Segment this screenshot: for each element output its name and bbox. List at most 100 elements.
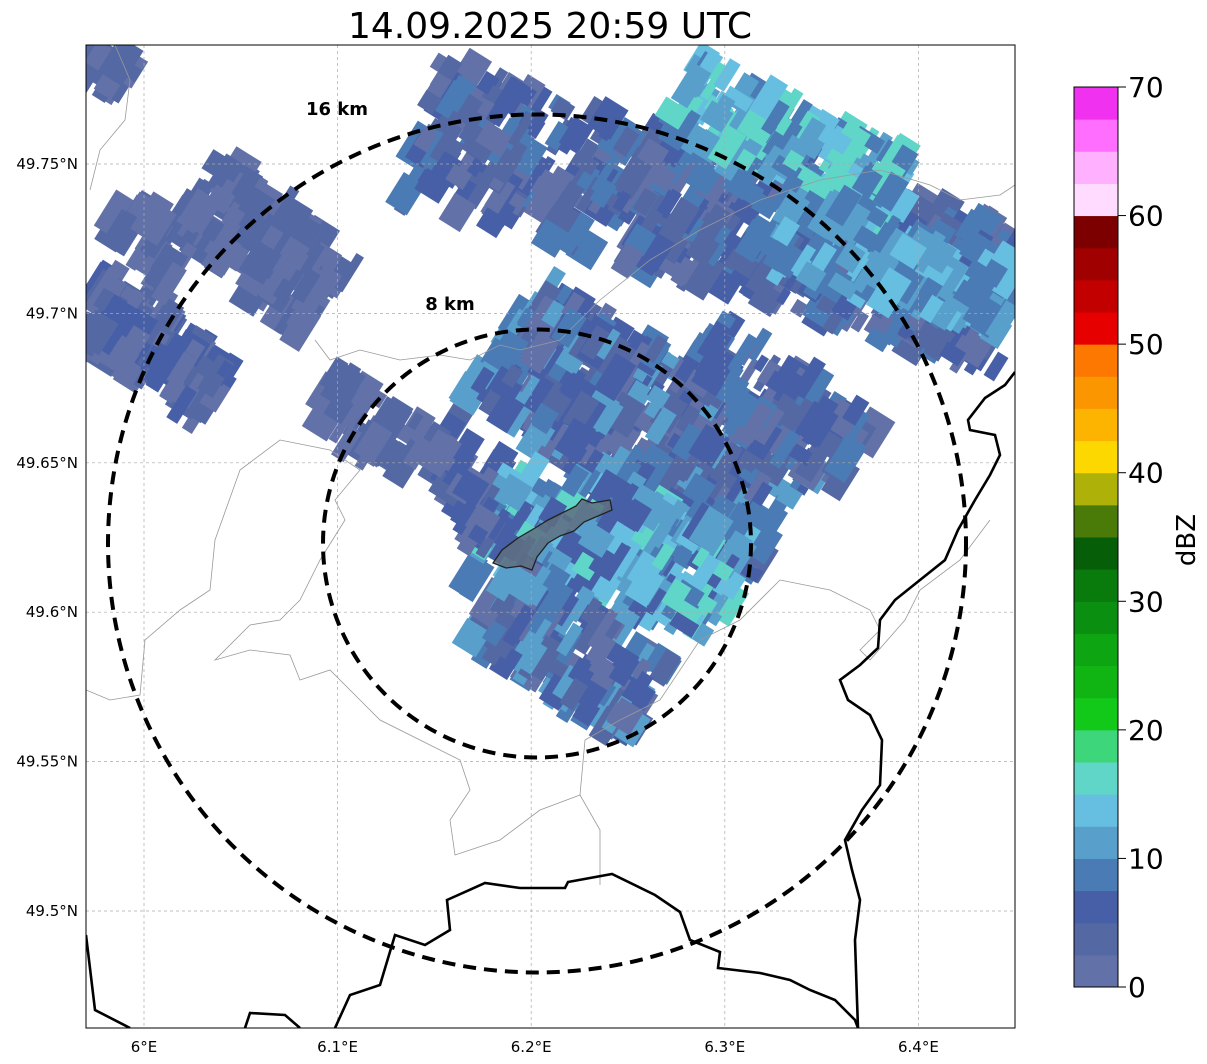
borders xyxy=(86,45,1015,1028)
echo-cell xyxy=(530,218,570,258)
echo-cell xyxy=(707,124,747,170)
echo-cell xyxy=(320,360,366,410)
echo-cell xyxy=(485,558,525,602)
echo-cell xyxy=(977,248,995,267)
echo-cell xyxy=(592,399,624,436)
echo-cell xyxy=(550,96,576,121)
echo-cell xyxy=(580,597,603,624)
echo-cell xyxy=(676,450,701,483)
echo-cell xyxy=(889,233,927,270)
echo-cell xyxy=(235,269,266,297)
echo-cell xyxy=(596,490,636,537)
echo-cell xyxy=(722,85,754,113)
echo-cell xyxy=(119,325,151,359)
echo-cell xyxy=(771,216,800,247)
echo-cell xyxy=(802,367,835,407)
echo-cell xyxy=(789,298,809,318)
echo-cell xyxy=(143,247,181,292)
echo-cell xyxy=(769,427,802,469)
echo-cell xyxy=(795,261,827,292)
echo-cell xyxy=(520,331,559,374)
echo-cell xyxy=(610,242,644,279)
echo-cell xyxy=(605,650,640,687)
echo-cell xyxy=(985,300,1015,343)
echo-cell xyxy=(620,498,653,533)
lat-tick-label: 49.65°N xyxy=(16,454,78,472)
echo-cell xyxy=(851,165,883,199)
echo-cell xyxy=(918,294,944,324)
echo-cell xyxy=(684,157,723,197)
echo-cell xyxy=(185,338,206,360)
echo-cell xyxy=(983,351,1009,382)
echo-cell xyxy=(723,248,743,271)
echo-cell xyxy=(97,45,144,86)
echo-cell xyxy=(285,310,314,336)
echo-cell xyxy=(449,427,485,468)
echo-cell xyxy=(776,483,803,510)
echo-cell xyxy=(817,123,853,155)
echo-cell xyxy=(126,288,146,309)
echo-cell xyxy=(205,184,236,215)
echo-cell xyxy=(313,271,339,300)
colorbar: 0 10 20 30 40 50 60 70 dBZ xyxy=(1073,71,1202,1004)
echo-cell xyxy=(708,61,729,85)
axis-tick-labels: 6°E 6.1°E 6.2°E 6.3°E 6.4°E 49.75°N 49.7°N 49.6… xyxy=(16,155,938,1056)
echo-cell xyxy=(743,471,772,506)
colorbar-bin xyxy=(1074,376,1118,409)
admin-border-thin xyxy=(579,519,991,796)
echo-cell xyxy=(577,521,615,558)
echo-cell xyxy=(495,473,534,512)
echo-cell xyxy=(93,189,134,237)
echo-cell xyxy=(481,619,507,647)
echo-cell xyxy=(555,528,586,560)
echo-cell xyxy=(407,412,424,431)
echo-cell xyxy=(688,553,721,592)
echo-cell xyxy=(193,222,219,256)
map-area: 8 km 16 km xyxy=(86,45,1015,1028)
echo-cell xyxy=(467,507,485,528)
echo-cell xyxy=(376,437,410,474)
echo-cell xyxy=(688,506,734,555)
echo-cell xyxy=(749,74,789,120)
echo-cell xyxy=(713,58,741,92)
echo-cell xyxy=(670,71,704,109)
colorbar-bin xyxy=(1074,794,1118,827)
echo-cell xyxy=(654,96,690,130)
echo-cell xyxy=(596,328,621,360)
echo-cell xyxy=(573,627,598,655)
echo-cell xyxy=(587,96,629,140)
echo-cell xyxy=(789,443,815,467)
colorbar-tick-label: 20 xyxy=(1128,714,1164,747)
echo-cell xyxy=(199,378,231,413)
echo-cell xyxy=(166,385,197,424)
lon-tick-label: 6.3°E xyxy=(704,1038,745,1056)
colorbar-ticks: 0 10 20 30 40 50 60 70 xyxy=(1118,71,1164,1004)
echo-cell xyxy=(528,402,560,435)
echo-cell xyxy=(827,272,859,300)
echo-cell xyxy=(643,334,668,364)
echo-cell xyxy=(804,288,830,316)
range-rings: 8 km 16 km xyxy=(106,99,969,975)
echo-cell xyxy=(141,204,171,235)
echo-cell xyxy=(523,376,555,414)
echo-cell xyxy=(471,602,499,628)
echo-cell xyxy=(488,643,523,680)
echo-cell xyxy=(850,310,869,333)
lon-tick-label: 6.1°E xyxy=(317,1038,358,1056)
echo-cell xyxy=(624,564,665,608)
colorbar-bin xyxy=(1074,312,1118,345)
echo-cell xyxy=(385,171,426,216)
colorbar-tick-label: 60 xyxy=(1128,200,1164,233)
echo-cell xyxy=(612,126,640,157)
echo-cell xyxy=(930,300,958,331)
range-ring-8km xyxy=(321,327,754,760)
echo-cell xyxy=(454,93,483,126)
echo-cell xyxy=(771,189,811,232)
echo-cell xyxy=(328,409,355,444)
echo-cell xyxy=(650,498,682,530)
echo-cell xyxy=(865,267,912,319)
echo-cell xyxy=(826,121,872,172)
colorbar-bin xyxy=(1074,665,1118,699)
